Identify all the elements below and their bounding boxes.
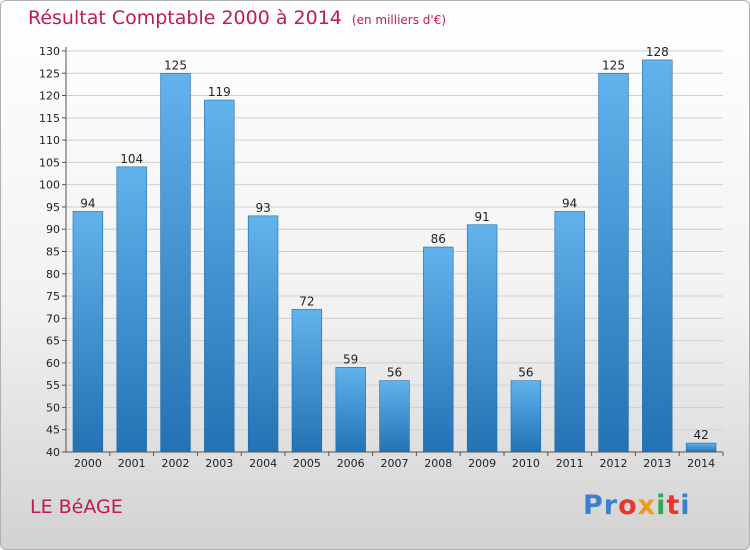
x-tick-label: 2012 [600,457,628,470]
x-tick-label: 2011 [556,457,584,470]
bar-value-label: 86 [431,232,446,246]
y-tick-label: 120 [39,90,60,103]
bar-2001 [116,166,147,453]
chart-title-text: Résultat Comptable 2000 à 2014 [28,7,342,29]
logo-part-4: i [656,490,667,521]
y-tick-label: 60 [46,357,60,370]
bar-value-label: 128 [646,45,669,59]
bar-2009 [466,224,498,453]
x-tick-label: 2006 [337,457,365,470]
bar-value-label: 125 [164,58,187,72]
bar-2002 [160,72,191,453]
bar-2004 [247,215,279,453]
y-tick-label: 40 [46,446,60,459]
labels: 40 45 50 55 60 65 70 75 80 85 90 95 100 105 110 115 120 1… [39,45,715,470]
bar-2011 [554,211,585,453]
y-tick-label: 105 [39,156,60,169]
bar-value-label: 42 [693,428,708,442]
logo-part-2: o [618,490,638,521]
logo-part-6: i [680,490,691,521]
logo-part-1: Pr [583,490,619,521]
bar-value-label: 125 [602,58,625,72]
x-tick-label: 2000 [74,457,102,470]
y-tick-label: 100 [39,179,60,192]
bar-value-label: 93 [255,201,270,215]
x-tick-label: 2010 [512,457,540,470]
bar-value-label: 56 [387,366,402,380]
bar-2003 [204,99,235,453]
x-tick-label: 2002 [162,457,190,470]
axes [62,47,724,456]
proxiti-logo: Proxiti [583,490,691,521]
bar-2010 [510,380,542,453]
logo-part-5: t [666,490,681,521]
y-tick-label: 90 [46,223,60,236]
y-tick-label: 95 [46,201,60,214]
bar-value-label: 59 [343,352,358,366]
y-tick-label: 45 [46,424,60,437]
bar-2014 [685,442,717,453]
y-tick-label: 130 [39,45,60,58]
y-tick-label: 85 [46,246,60,259]
x-tick-label: 2013 [643,457,671,470]
bar-2012 [598,72,629,453]
x-tick-label: 2001 [118,457,146,470]
commune-name: LE BéAGE [30,496,123,518]
bar-2007 [379,380,410,453]
bar-2005 [291,309,323,453]
bar-2000 [72,211,104,453]
y-tick-label: 75 [46,290,60,303]
y-tick-label: 70 [46,312,60,325]
bars [72,59,717,453]
y-tick-label: 50 [46,401,60,414]
chart-title: Résultat Comptable 2000 à 2014 (en millie… [28,7,446,29]
bar-value-label: 104 [120,152,143,166]
y-tick-label: 115 [39,112,60,125]
bar-value-label: 72 [299,294,314,308]
bar-value-label: 94 [80,196,95,210]
x-tick-label: 2005 [293,457,321,470]
bar-2013 [642,59,673,453]
x-tick-label: 2003 [205,457,233,470]
logo-part-3: x [637,490,657,521]
bar-2006 [335,367,366,453]
x-tick-label: 2008 [424,457,452,470]
x-tick-label: 2007 [381,457,409,470]
bar-value-label: 94 [562,196,577,210]
chart-unit: (en milliers d'€) [351,13,447,27]
y-tick-label: 65 [46,335,60,348]
y-tick-label: 55 [46,379,60,392]
x-tick-label: 2014 [687,457,715,470]
bar-value-label: 56 [518,366,533,380]
x-tick-label: 2004 [249,457,277,470]
y-tick-label: 110 [39,134,60,147]
x-tick-label: 2009 [468,457,496,470]
bar-value-label: 91 [474,210,489,224]
y-tick-label: 125 [39,67,60,80]
bar-value-label: 119 [208,85,231,99]
y-tick-label: 80 [46,268,60,281]
bar-2008 [423,246,454,453]
